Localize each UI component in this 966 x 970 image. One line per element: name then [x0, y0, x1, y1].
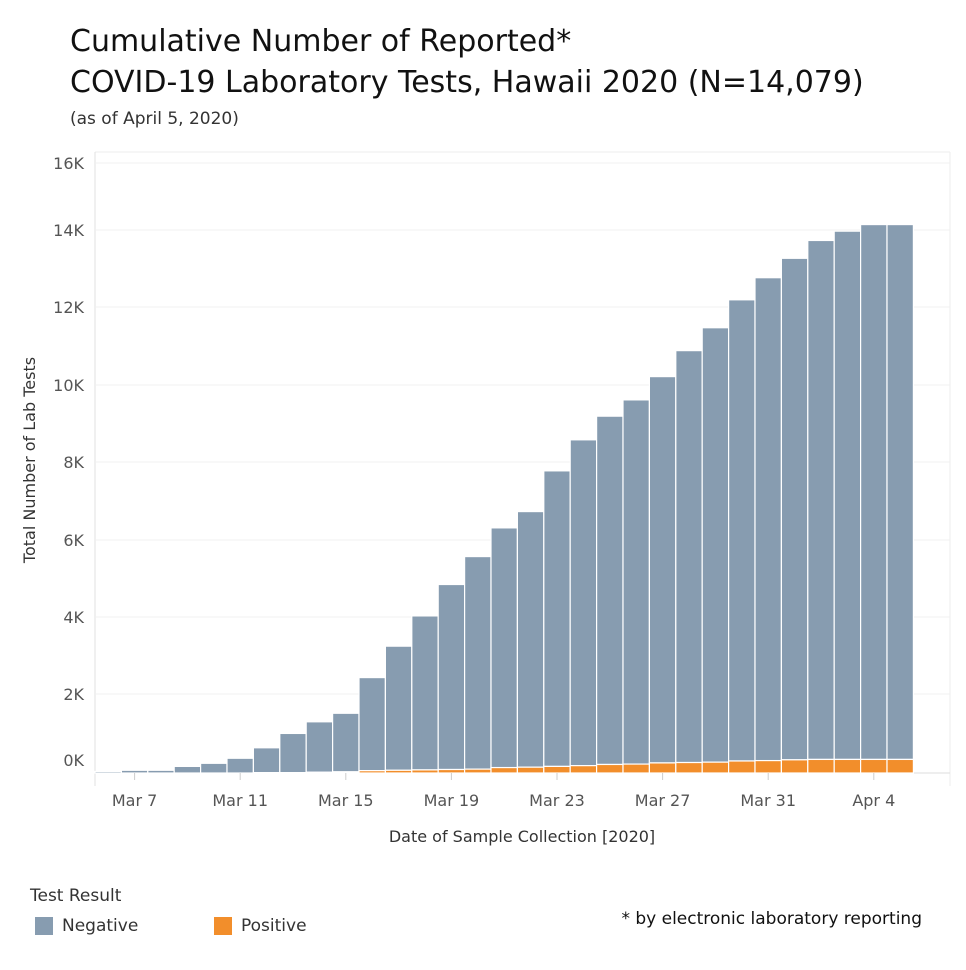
legend-label-negative: Negative	[62, 916, 139, 936]
bar-chart: 0K 2K 4K 6K 8K 10K 12K 14K 16K Mar 7 Mar 11 Mar 15 M…	[20, 151, 951, 846]
bar-negative-mar-17	[384, 645, 413, 771]
bar-negative-mar-10	[200, 762, 228, 774]
bar-positive-apr-4	[859, 758, 888, 774]
legend-title: Test Result	[30, 886, 122, 906]
y-tick-label: 8K	[63, 453, 84, 472]
bar-negative-mar-26	[622, 399, 650, 765]
y-axis-title: Total Number of Lab Tests	[20, 357, 39, 564]
y-tick-label: 4K	[63, 608, 84, 627]
bar-negative-mar-24	[569, 439, 598, 767]
bar-negative-apr-3	[833, 230, 862, 761]
bar-positive-mar-16	[358, 770, 386, 774]
bar-negative-mar-8	[147, 769, 175, 774]
bar-negative-mar-21	[490, 527, 518, 769]
bar-positive-mar-31	[754, 759, 782, 774]
x-tick-label: Mar 19	[424, 791, 480, 810]
bar-negative-mar-29	[701, 327, 730, 763]
legend-swatch-negative	[35, 917, 53, 935]
bar-negative-mar-18	[411, 615, 439, 771]
bar-negative-mar-22	[516, 510, 545, 768]
chart-subtitle: (as of April 5, 2020)	[70, 109, 239, 129]
bar-positive-apr-2	[807, 758, 835, 774]
bar-positive-mar-21	[490, 766, 518, 774]
bar-negative-mar-25	[595, 415, 624, 766]
bar-positive-mar-26	[622, 763, 650, 774]
bar-negative-apr-2	[807, 239, 835, 761]
bar-negative-mar-15	[332, 712, 360, 773]
bar-negative-apr-1	[780, 257, 809, 761]
y-tick-label: 2K	[63, 685, 84, 704]
y-tick-label: 10K	[53, 376, 84, 395]
bar-positive-mar-19	[437, 768, 466, 774]
bar-positive-mar-22	[516, 766, 545, 774]
bar-positive-mar-28	[675, 761, 703, 774]
bar-negative-mar-6	[94, 770, 122, 774]
bar-positive-mar-14	[305, 771, 334, 774]
x-tick-label: Mar 7	[112, 791, 157, 810]
bar-negative-mar-9	[173, 765, 202, 774]
x-tick-label: Mar 27	[635, 791, 691, 810]
bar-positive-mar-30	[727, 760, 756, 774]
bar-negative-mar-16	[358, 676, 386, 772]
x-axis-title: Date of Sample Collection [2020]	[389, 827, 655, 846]
bar-negative-mar-28	[675, 350, 703, 764]
bar-positive-mar-17	[384, 769, 413, 774]
y-tick-label: 14K	[53, 221, 84, 240]
legend-swatch-positive	[214, 917, 232, 935]
x-tick-label: Mar 23	[529, 791, 585, 810]
footnote: * by electronic laboratory reporting	[621, 909, 922, 929]
bar-negative-mar-30	[727, 299, 756, 762]
bar-negative-mar-19	[437, 583, 466, 771]
bar-negative-apr-5	[886, 223, 914, 761]
x-tick-label: Mar 15	[318, 791, 374, 810]
bar-positive-apr-1	[780, 759, 809, 774]
chart-title-line1: Cumulative Number of Reported*	[70, 24, 572, 59]
x-tick-label: Apr 4	[852, 791, 895, 810]
bar-negative-mar-23	[543, 470, 571, 768]
bar-negative-mar-27	[648, 376, 677, 764]
legend-item-negative[interactable]: Negative	[35, 915, 138, 937]
bar-positive-mar-20	[464, 768, 492, 774]
bar-negative-mar-14	[305, 721, 334, 773]
legend-item-positive[interactable]: Positive	[214, 915, 307, 937]
bar-negative-mar-12	[252, 747, 281, 774]
bar-negative-apr-4	[859, 223, 888, 761]
y-tick-label: 16K	[53, 154, 84, 173]
bar-negative-mar-31	[754, 277, 782, 762]
bar-negative-mar-7	[120, 769, 149, 774]
bar-positive-mar-15	[332, 771, 360, 774]
bar-positive-mar-29	[701, 761, 730, 774]
bar-positive-mar-25	[595, 763, 624, 774]
bar-positive-mar-24	[569, 765, 598, 774]
y-tick-label: 0K	[63, 751, 84, 770]
bar-negative-mar-13	[279, 732, 307, 774]
y-tick-label: 6K	[63, 531, 84, 550]
x-tick-label: Mar 11	[212, 791, 268, 810]
chart-title-line2: COVID-19 Laboratory Tests, Hawaii 2020 (…	[70, 65, 864, 100]
bar-positive-apr-3	[833, 758, 862, 774]
y-tick-label: 12K	[53, 298, 84, 317]
bar-positive-mar-27	[648, 762, 677, 774]
legend-label-positive: Positive	[241, 916, 307, 936]
bar-positive-mar-23	[543, 765, 571, 774]
bar-positive-apr-5	[886, 758, 914, 774]
bar-negative-mar-11	[226, 757, 254, 774]
x-tick-label: Mar 31	[740, 791, 796, 810]
bar-negative-mar-20	[464, 555, 492, 770]
bar-positive-mar-18	[411, 769, 439, 774]
